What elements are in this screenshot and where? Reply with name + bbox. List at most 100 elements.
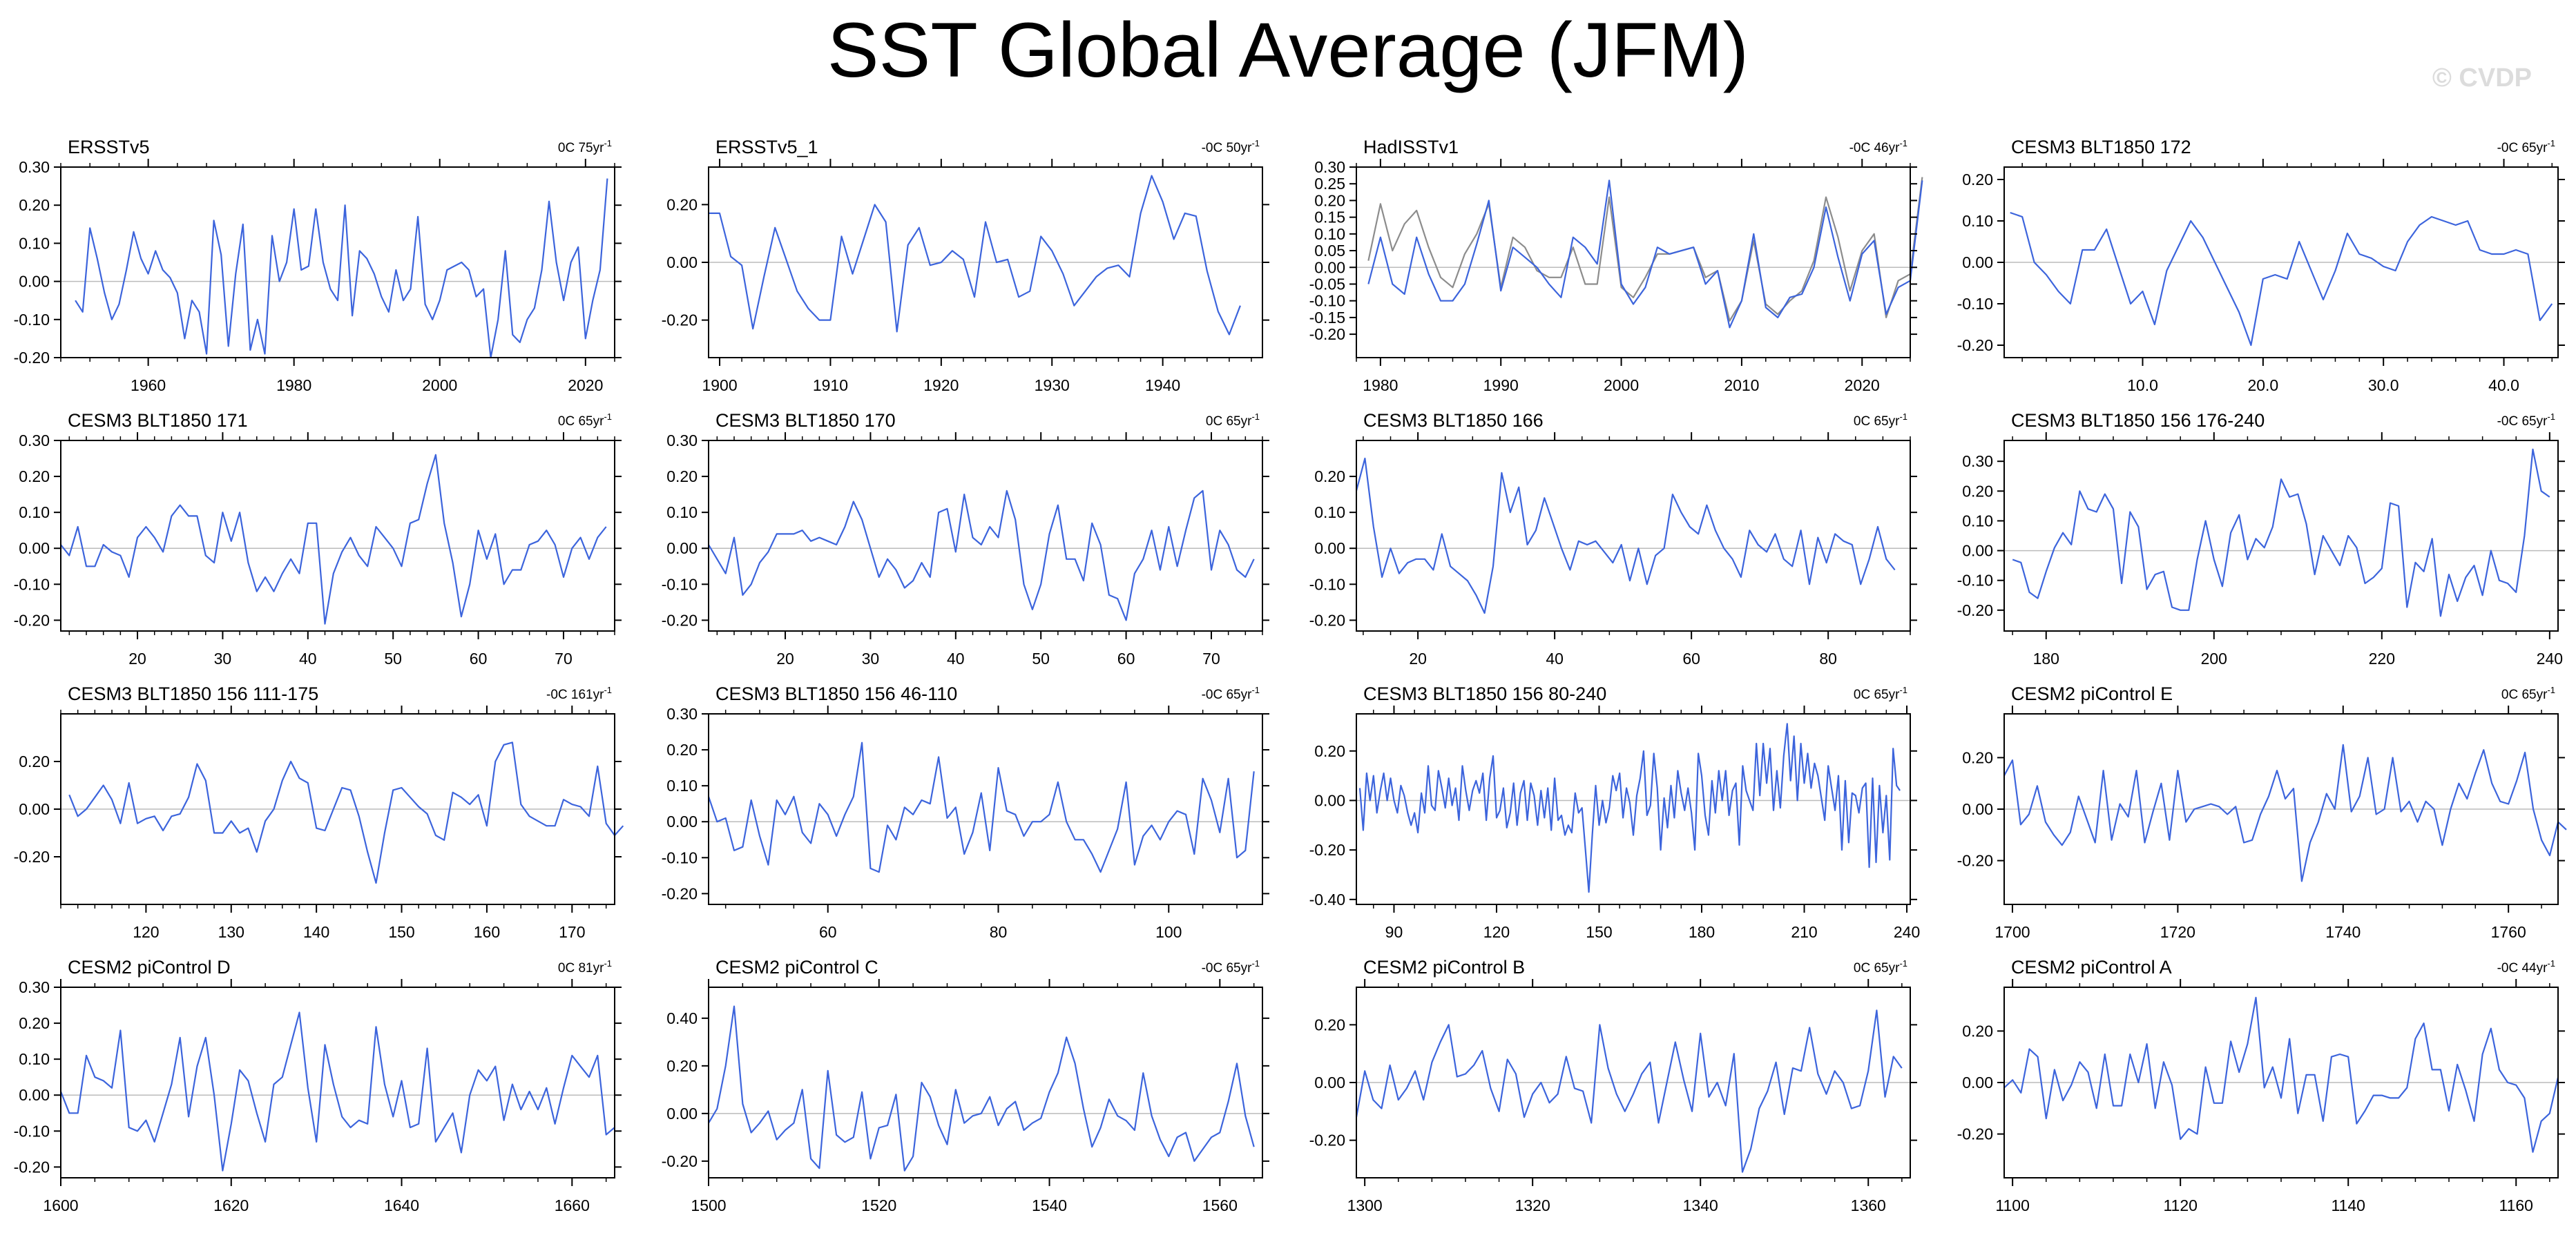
x-tick-label: 1500: [691, 1196, 726, 1214]
series-line-cesm3-blt1850-166: [1355, 457, 1896, 614]
x-tick-label: 120: [1483, 923, 1510, 941]
x-tick-label: 120: [133, 923, 159, 941]
x-tick-label: 1340: [1683, 1196, 1718, 1214]
panel-title: CESM3 BLT1850 156 46-110: [715, 683, 957, 704]
panel-title: ERSSTv5: [68, 137, 150, 157]
x-tick-label: 1140: [2331, 1196, 2365, 1214]
y-tick-label: -0.20: [1957, 852, 1993, 870]
x-tick-label: 30: [862, 650, 880, 668]
y-tick-label: -0.10: [14, 575, 50, 593]
x-tick-label: 20.0: [2247, 376, 2278, 394]
y-tick-label: 0.00: [19, 800, 50, 818]
series-line-ersstv5-1: [709, 175, 1241, 336]
trend-label: -0C 65yr-1: [1202, 958, 1260, 976]
series-line-cesm3-blt1850-172: [2010, 211, 2553, 347]
x-tick-label: 30.0: [2368, 376, 2399, 394]
trend-label: 0C 65yr-1: [1854, 958, 1907, 976]
y-tick-label: 0.30: [19, 978, 50, 996]
x-tick-label: 1980: [1363, 376, 1398, 394]
panel-ersstv5-1: ERSSTv5_1 -0C 50yr-1 -0.20 0.00 0.20 1900 1910…: [662, 137, 1269, 394]
y-tick-label: -0.05: [1309, 275, 1345, 293]
x-tick-label: 20: [1409, 650, 1427, 668]
y-tick-label: 0.00: [666, 813, 698, 831]
x-tick-label: 1560: [1202, 1196, 1238, 1214]
series-line-hadisstv1: [1367, 179, 1923, 329]
x-tick-label: 100: [1155, 923, 1182, 941]
series-line-cesm2-picontrol-c: [708, 1005, 1255, 1172]
y-tick-label: 0.20: [1314, 191, 1345, 209]
series-line-cesm3-blt1850-156-111-175: [68, 741, 624, 884]
y-tick-label: -0.20: [662, 311, 698, 329]
trend-label: -0C 50yr-1: [1202, 138, 1260, 155]
panel-cesm3-blt1850-156-46-110: CESM3 BLT1850 156 46-110 -0C 65yr-1 -0.20 -…: [662, 683, 1269, 941]
y-tick-label: 0.10: [666, 503, 698, 521]
x-tick-label: 40: [947, 650, 965, 668]
x-tick-label: 170: [559, 923, 585, 941]
x-tick-label: 1910: [813, 376, 848, 394]
series-line-ersstv5: [75, 178, 608, 359]
y-tick-label: -0.20: [1957, 336, 1993, 354]
y-tick-label: -0.10: [14, 1122, 50, 1140]
plot-frame: [60, 987, 615, 1178]
series-line-cesm3-blt1850-156-80-240: [1358, 723, 1901, 893]
y-tick-label: 0.30: [1314, 158, 1345, 176]
x-tick-label: 1700: [1995, 923, 2030, 941]
x-tick-label: 60: [819, 923, 837, 941]
series-line-cesm2-picontrol-d: [59, 1011, 615, 1172]
plot-frame: [2003, 440, 2559, 632]
x-tick-label: 1960: [131, 376, 166, 394]
y-tick-label: 0.15: [1314, 208, 1345, 226]
y-tick-label: -0.20: [662, 1152, 698, 1170]
x-tick-label: 200: [2201, 650, 2227, 668]
x-tick-label: 210: [1791, 923, 1817, 941]
series-line-ersstv5: [1367, 177, 1923, 322]
trend-label: 0C 75yr-1: [558, 138, 612, 155]
x-tick-label: 40: [1546, 650, 1564, 668]
trend-label: 0C 81yr-1: [558, 958, 612, 976]
panel-cesm3-blt1850-171: CESM3 BLT1850 171 0C 65yr-1 -0.20 -0.10 0.00…: [14, 410, 622, 668]
y-tick-label: -0.15: [1309, 309, 1345, 327]
y-tick-label: 0.00: [1962, 800, 1993, 818]
trend-label: -0C 44yr-1: [2497, 958, 2555, 976]
y-tick-label: -0.10: [1309, 292, 1345, 310]
x-tick-label: 30: [214, 650, 232, 668]
y-tick-label: 0.20: [19, 196, 50, 214]
x-tick-label: 1720: [2160, 923, 2195, 941]
y-tick-label: 0.20: [666, 741, 698, 759]
x-tick-label: 1940: [1145, 376, 1180, 394]
y-tick-label: -0.10: [1957, 295, 1993, 313]
y-tick-label: 0.00: [1314, 791, 1345, 809]
y-tick-label: 0.10: [1314, 503, 1345, 521]
x-tick-label: 1360: [1851, 1196, 1886, 1214]
x-tick-label: 220: [2369, 650, 2395, 668]
panel-title: CESM3 BLT1850 166: [1363, 410, 1544, 431]
x-tick-label: 90: [1385, 923, 1403, 941]
y-tick-label: 0.20: [1962, 171, 1993, 188]
x-tick-label: 160: [474, 923, 500, 941]
x-tick-label: 2020: [568, 376, 603, 394]
y-tick-label: -0.20: [1309, 1132, 1345, 1149]
panel-title: CESM2 piControl D: [68, 957, 231, 978]
y-tick-label: 0.20: [1962, 482, 1993, 500]
panel-cesm3-blt1850-172: CESM3 BLT1850 172 -0C 65yr-1 -0.20 -0.10 0.0…: [1957, 137, 2565, 394]
y-tick-label: 0.30: [666, 705, 698, 723]
y-tick-label: -0.20: [1957, 1125, 1993, 1143]
y-tick-label: -0.20: [14, 349, 50, 367]
plot-frame: [1356, 166, 1911, 358]
panel-cesm2-picontrol-a: CESM2 piControl A -0C 44yr-1 -0.20 0.00 0.20…: [1957, 957, 2565, 1214]
panel-title: CESM3 BLT1850 156 176-240: [2011, 410, 2265, 431]
trend-label: 0C 65yr-1: [1854, 411, 1907, 429]
x-tick-label: 10.0: [2127, 376, 2158, 394]
panel-title: CESM3 BLT1850 156 80-240: [1363, 683, 1606, 704]
x-tick-label: 40: [299, 650, 317, 668]
x-tick-label: 1540: [1032, 1196, 1067, 1214]
y-tick-label: 0.20: [666, 1057, 698, 1075]
watermark-text: © CVDP: [2432, 64, 2532, 93]
x-tick-label: 1320: [1515, 1196, 1550, 1214]
y-tick-label: -0.20: [14, 611, 50, 629]
trend-label: -0C 46yr-1: [1849, 138, 1907, 155]
y-tick-label: 0.00: [19, 539, 50, 557]
panel-title: CESM3 BLT1850 171: [68, 410, 248, 431]
x-tick-label: 2010: [1724, 376, 1759, 394]
y-tick-label: 0.10: [1314, 225, 1345, 243]
